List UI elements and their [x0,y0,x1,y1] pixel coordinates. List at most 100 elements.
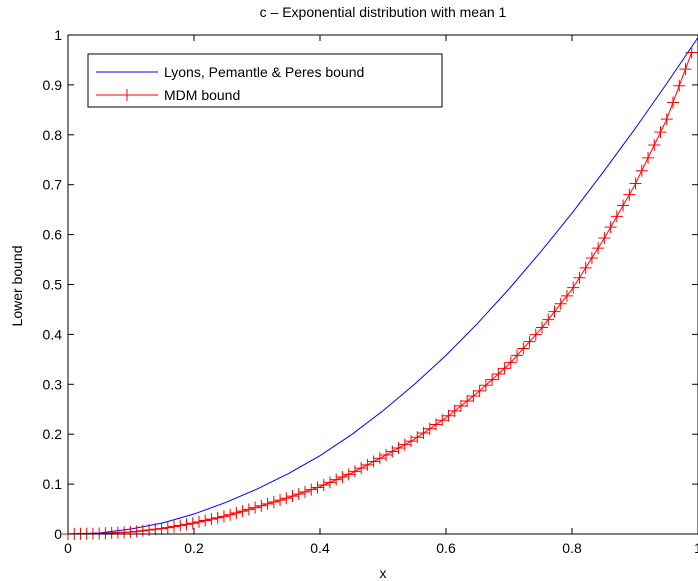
series-marker [317,479,330,492]
series-marker [517,342,530,355]
series-marker [168,520,181,533]
series-marker [155,522,168,535]
series-marker [249,501,262,514]
series-marker [342,468,355,481]
series-marker [211,511,224,524]
legend-label: Lyons, Pemantle & Peres bound [164,64,364,80]
series-marker [386,445,399,458]
x-tick-label: 0.6 [436,540,456,556]
series-marker [666,96,679,109]
x-tick-label: 1 [694,540,698,556]
series-1 [67,37,698,535]
series-marker [486,373,499,386]
series-marker [473,384,486,397]
series-marker [255,499,268,512]
series-marker [392,442,405,455]
series-marker [673,79,686,92]
legend-label: MDM bound [164,87,240,103]
series-marker [679,63,692,76]
series-marker [130,525,143,538]
series-marker [299,485,312,498]
series-marker [610,210,623,223]
series-marker [604,221,617,234]
series-marker [192,515,205,528]
series-marker [567,281,580,294]
series-marker [617,199,630,212]
series-marker [330,473,343,486]
y-tick-label: 0.1 [43,476,63,492]
series-marker [124,526,137,539]
series-marker [136,524,149,537]
series-marker [448,404,461,417]
series-marker [230,506,243,519]
series-marker [417,427,430,440]
series-marker [592,242,605,255]
series-marker [161,521,174,534]
legend-items: Lyons, Pemantle & Peres bound MDM bound [96,64,364,103]
series-marker [660,113,673,126]
series-marker [492,367,505,380]
legend-item-2: MDM bound [96,87,240,103]
series-marker [355,462,368,475]
series-marker [180,518,193,531]
series-marker [629,177,642,190]
series-marker [504,356,517,369]
series-marker [498,362,511,375]
series-marker [311,481,324,494]
series-marker [261,497,274,510]
x-axis-title: x [380,565,387,581]
series-marker [635,164,648,177]
series-marker [429,418,442,431]
series-marker [579,261,592,274]
series-marker [573,271,586,284]
series-marker [623,188,636,201]
series-marker [267,495,280,508]
series-marker [336,471,349,484]
series-marker [523,335,536,348]
series-marker [560,289,573,302]
series-marker [323,476,336,489]
x-tick-label: 0.4 [310,540,330,556]
series-marker [642,151,655,164]
series-marker [367,455,380,468]
series-marker [348,465,361,478]
series-marker [236,505,249,518]
y-tick-label: 0.6 [43,227,63,243]
series-marker [205,513,218,526]
series-marker [598,232,611,245]
y-tick-label: 0.7 [43,177,63,193]
x-tick-label: 0 [64,540,72,556]
legend-marker [121,89,133,101]
series-marker [217,510,230,523]
chart-title: c – Exponential distribution with mean 1 [260,4,507,20]
series-marker [186,517,199,530]
series-marker [242,503,255,516]
series-marker [149,523,162,536]
y-tick-label: 0.9 [43,77,63,93]
legend: Lyons, Pemantle & Peres bound MDM bound [87,53,443,108]
y-tick-label: 0 [54,526,62,542]
series-marker [224,508,237,521]
series-marker [373,452,386,465]
series-marker [286,490,299,503]
series-marker [442,409,455,422]
series-marker [542,313,555,326]
series-marker [585,251,598,264]
series-marker [529,328,542,341]
series-marker [511,349,524,362]
series-marker [292,487,305,500]
series-marker [361,458,374,471]
series-marker [305,483,318,496]
series-marker [405,435,418,448]
series-marker [199,514,212,527]
x-tick-label: 0.8 [562,540,582,556]
series-marker [436,414,449,427]
series-marker [380,448,393,461]
series-marker [174,519,187,532]
series-marker [536,321,549,334]
x-tick-label: 0.2 [184,540,204,556]
y-tick-label: 0.2 [43,426,63,442]
ticks-layer: 0 0.2 0.4 0.6 0.8 1 0 0.1 0.2 0.3 0.4 0.5 0.6 0.7 0.8 0… [43,27,698,556]
y-tick-label: 0.3 [43,376,63,392]
